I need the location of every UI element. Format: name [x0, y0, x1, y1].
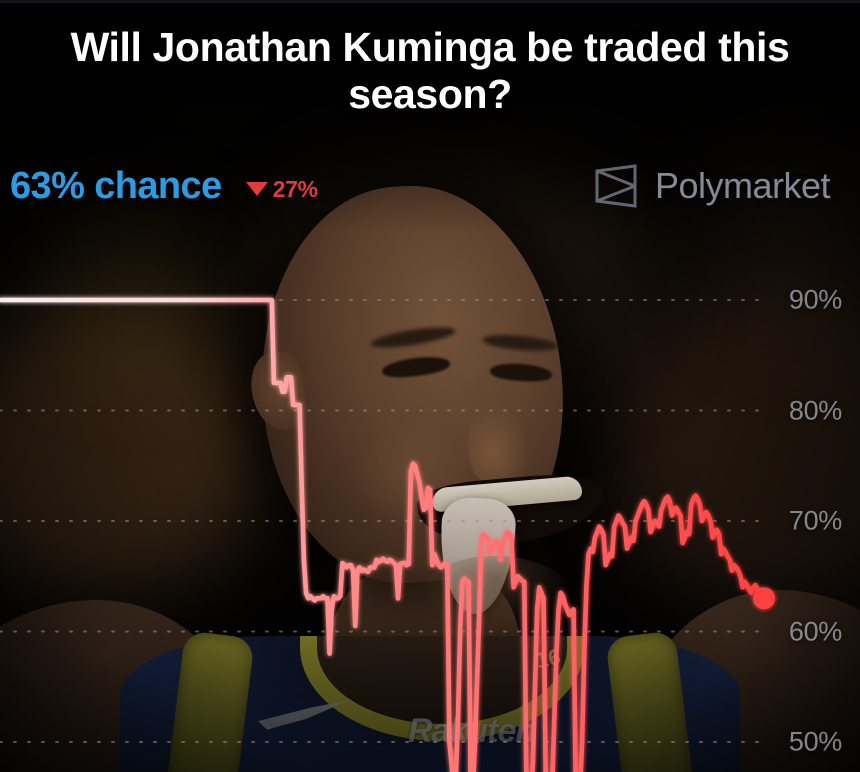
change-value: 27%	[272, 175, 318, 202]
change-badge: 27%	[245, 175, 318, 203]
stats-row: 63% chance 27% Polymarket	[0, 160, 860, 212]
brand-name: Polymarket	[654, 165, 831, 206]
page-title: Will Jonathan Kuminga be traded this sea…	[70, 24, 790, 117]
chart-line-series	[0, 297, 767, 772]
brand-lockup: Polymarket	[593, 164, 831, 208]
card-header: Will Jonathan Kuminga be traded this sea…	[0, 0, 860, 208]
polymarket-logo-icon	[595, 164, 637, 208]
chance-value: 63% chance	[10, 164, 222, 207]
top-edge-strip	[0, 0, 860, 3]
triangle-down-icon	[245, 182, 268, 196]
chart-endpoint-dot	[753, 587, 775, 610]
